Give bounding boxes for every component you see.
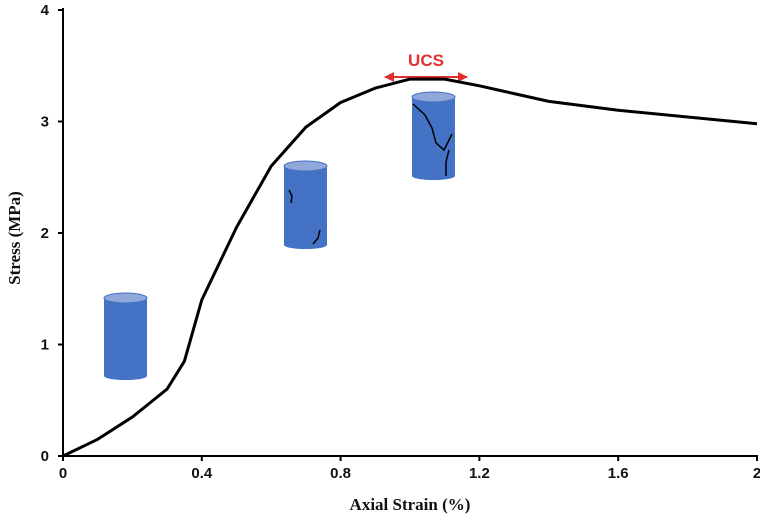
x-axis-title: Axial Strain (%) (350, 495, 471, 514)
stress-curve (63, 79, 757, 456)
y-tick-label: 3 (41, 114, 49, 131)
annotation: UCS (408, 51, 444, 70)
specimen (284, 161, 327, 249)
x-tick-label: 1.2 (469, 465, 490, 482)
specimen (104, 293, 147, 380)
y-tick-label: 2 (41, 225, 49, 242)
x-tick-label: 1.6 (608, 465, 629, 482)
specimen (412, 92, 455, 180)
x-tick-label: 0.8 (330, 465, 351, 482)
chart: Axial Strain (%) Stress (MPa) UCS 0 1 2 3 4 0… (0, 0, 760, 519)
x-tick-label: 0 (59, 465, 67, 482)
x-tick-label: 0.4 (191, 465, 213, 482)
y-tick-label: 1 (41, 337, 49, 354)
y-tick-label: 4 (41, 2, 50, 19)
y-tick-label: 0 (41, 448, 49, 465)
x-tick-label: 2 (753, 465, 760, 482)
y-axis-title: Stress (MPa) (5, 191, 24, 285)
